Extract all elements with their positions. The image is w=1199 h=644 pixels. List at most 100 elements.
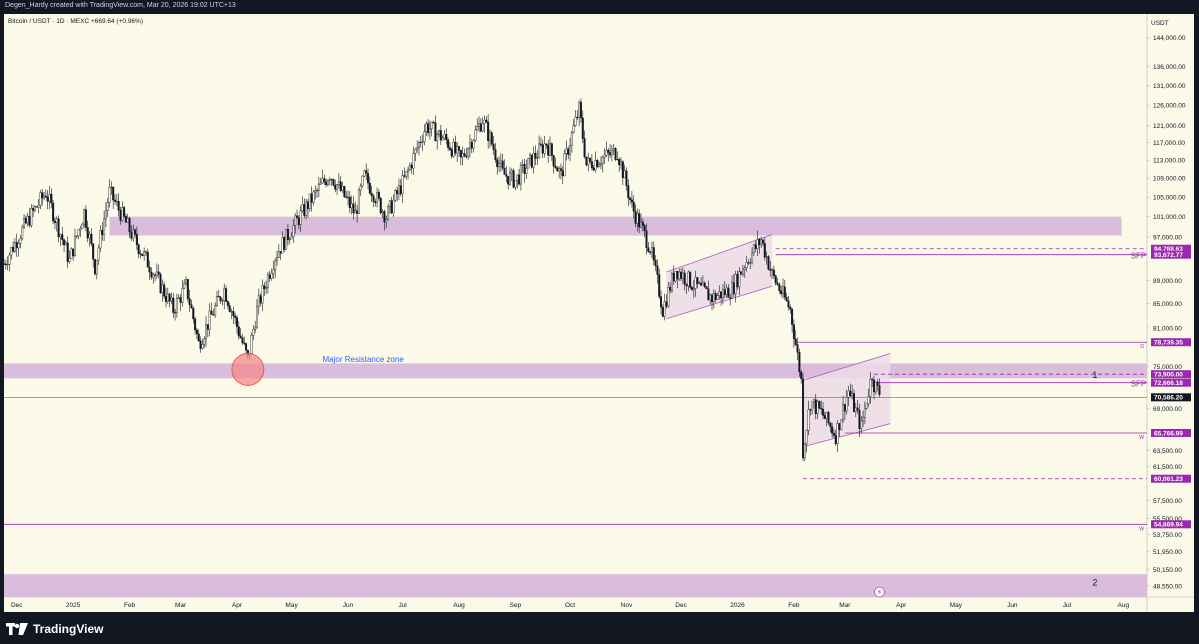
candle-body <box>523 164 526 174</box>
candle-body <box>845 397 848 412</box>
candle-body <box>689 271 692 288</box>
candle-body <box>255 305 258 329</box>
wave-number-label: 2 <box>1092 577 1097 587</box>
candle-body <box>126 218 129 223</box>
candle-body <box>492 143 495 150</box>
candle-body <box>73 235 76 256</box>
candle-body <box>607 149 610 153</box>
candle-body <box>57 218 60 238</box>
chart-area[interactable]: D W W Major Resistance zone 1 2 SFP SFP USDT 144,… <box>4 14 1194 612</box>
candle-body <box>410 165 413 169</box>
candle-body <box>79 228 82 231</box>
candle-body <box>37 204 40 208</box>
candle-body <box>723 289 726 295</box>
candle-body <box>461 153 464 158</box>
wave-number-label: 1 <box>1092 370 1097 380</box>
candle-body <box>680 271 683 279</box>
symbol-legend[interactable]: Bitcoin / USDT · 1D · MEXC +669.64 (+0.9… <box>8 18 143 25</box>
candle-body <box>63 239 66 246</box>
candle-body <box>843 404 846 412</box>
candle-body <box>479 123 482 132</box>
candle-body <box>379 197 382 214</box>
candle-body <box>539 143 542 146</box>
candle-body <box>803 443 806 459</box>
candle-body <box>41 192 44 199</box>
candle-body <box>208 310 211 330</box>
candle-body <box>783 286 786 298</box>
price-tag-background <box>1151 338 1191 347</box>
candle-body <box>596 160 599 168</box>
candle-body <box>707 288 710 301</box>
candle-body <box>731 282 734 299</box>
candle-body <box>425 123 428 132</box>
candle-body <box>104 210 107 220</box>
y-tick-label: 117,000.00 <box>1153 140 1185 147</box>
candle-body <box>174 312 177 314</box>
candle-body <box>326 180 329 186</box>
candle-body <box>17 243 20 249</box>
candle-body <box>357 189 360 214</box>
candle-body <box>516 174 519 181</box>
candle-body <box>494 149 497 160</box>
candle-body <box>197 333 200 342</box>
candle-body <box>749 262 752 264</box>
candle-body <box>508 172 511 185</box>
candle-body <box>867 396 870 405</box>
candle-body <box>299 210 302 225</box>
candle-body <box>168 293 171 302</box>
price-tag: 73,900.00 <box>1151 370 1191 379</box>
candle-body <box>488 132 491 141</box>
candle-body <box>443 134 446 139</box>
candle-body <box>150 271 153 278</box>
candle-body <box>432 121 435 123</box>
candle-body <box>285 229 288 250</box>
price-tag-label: 72,666.18 <box>1154 380 1183 387</box>
y-tick-label: 69,000.00 <box>1153 406 1182 413</box>
price-tag: 78,739.35 <box>1151 338 1191 347</box>
candle-body <box>465 155 468 157</box>
candle-body <box>729 297 732 299</box>
x-tick-label: Oct <box>565 602 575 609</box>
candle-body <box>620 161 623 166</box>
candle-body <box>337 181 340 185</box>
candle-body <box>559 168 562 171</box>
y-tick-label: 131,000.00 <box>1153 83 1186 90</box>
candle-body <box>383 211 386 223</box>
candle-body <box>50 193 53 204</box>
y-tick-label: 97,000.00 <box>1153 234 1182 241</box>
y-tick-label: 121,000.00 <box>1153 123 1186 130</box>
candle-body <box>419 142 422 144</box>
candle-body <box>336 184 339 190</box>
y-tick-label: 101,000.00 <box>1153 214 1186 221</box>
level-marker-label: W <box>1139 435 1144 441</box>
candle-body <box>563 153 566 177</box>
candle-body <box>143 251 146 256</box>
candle-body <box>554 165 557 168</box>
candle-body <box>459 150 462 158</box>
chart-svg[interactable]: D W W Major Resistance zone 1 2 SFP SFP USDT 144,… <box>4 14 1194 612</box>
candle-body <box>414 148 417 154</box>
candle-body <box>503 168 506 175</box>
candle-body <box>421 141 424 143</box>
candle-body <box>374 201 377 203</box>
candle-body <box>412 153 415 169</box>
candle-body <box>780 290 783 295</box>
candle-body <box>259 295 262 304</box>
candle-body <box>134 229 137 235</box>
tradingview-logo[interactable]: TradingView <box>6 622 103 636</box>
candle-body <box>365 170 368 174</box>
candle-body <box>92 243 95 260</box>
replay-icon-ring <box>874 586 885 598</box>
candle-body <box>665 301 668 307</box>
candle-body <box>325 181 328 186</box>
footer-bar: TradingView <box>0 612 1199 644</box>
candle-body <box>709 294 712 301</box>
candle-body <box>423 131 426 142</box>
candle-body <box>110 186 113 188</box>
candle-body <box>760 239 763 245</box>
candle-body <box>789 306 792 310</box>
candle-body <box>798 352 801 373</box>
candle-body <box>598 164 601 168</box>
candle-body <box>476 126 479 131</box>
candle-body <box>763 243 766 258</box>
